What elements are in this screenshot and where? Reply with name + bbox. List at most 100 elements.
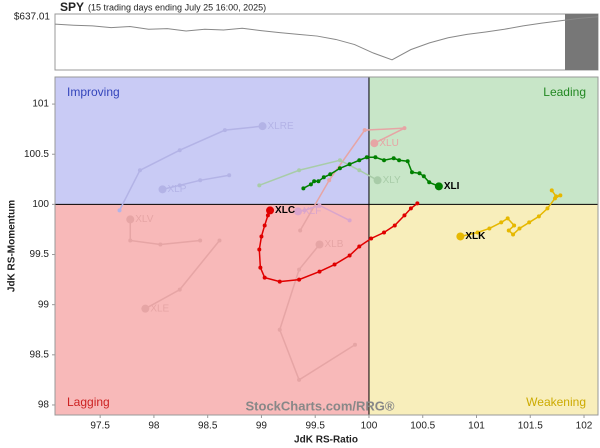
tail-point [259, 234, 264, 239]
tail-point [347, 253, 352, 258]
tail-point [417, 171, 422, 176]
tail-point [347, 162, 352, 167]
series-label: XLI [444, 181, 460, 192]
tail-point [302, 208, 307, 213]
head-point [266, 206, 275, 215]
tail-point [499, 220, 504, 225]
tail-point [117, 208, 122, 213]
tail-point [402, 126, 407, 131]
tail-point [321, 175, 326, 180]
tail-point [505, 216, 510, 221]
tail-point [177, 183, 182, 188]
tail-point [317, 203, 322, 208]
tail-point [308, 182, 313, 187]
y-tick-label: 99.5 [30, 249, 50, 260]
tail-line [162, 174, 230, 191]
series-label: XLU [379, 138, 398, 149]
y-tick-label: 101 [32, 99, 49, 110]
head-point [373, 176, 382, 185]
series-label: XLV [135, 214, 153, 225]
tail-point [362, 128, 367, 133]
x-tick-label: 101.5 [518, 421, 543, 432]
strip-highlight [565, 14, 598, 70]
tail-point [227, 173, 232, 178]
tail-point [405, 159, 410, 164]
tail-point [128, 238, 133, 243]
series-label: XLRE [268, 121, 294, 132]
tail-point [337, 166, 342, 171]
tail-point [402, 213, 407, 218]
tail-point [364, 155, 369, 160]
tail-point [357, 244, 362, 249]
tail-point [382, 158, 387, 163]
quadrant-label: Leading [543, 85, 586, 99]
tail-point [347, 218, 352, 223]
tail-point [337, 158, 342, 163]
x-tick-label: 99.5 [305, 421, 325, 432]
tail-point [297, 377, 302, 382]
y-tick-label: 99 [38, 299, 50, 310]
tail-point [258, 265, 263, 270]
quadrant-label: Weakening [526, 395, 586, 409]
x-tick-label: 101 [468, 421, 485, 432]
tail-point [527, 220, 532, 225]
plot-frame [54, 76, 599, 416]
tail-point [317, 269, 322, 274]
tail-point [512, 223, 517, 228]
strip-frame [54, 13, 599, 71]
y-tick-label: 98 [38, 400, 50, 411]
head-point [126, 215, 135, 224]
tail-point [421, 174, 426, 179]
watermark: StockCharts.com/RRG® [246, 398, 395, 413]
head-point [158, 185, 167, 194]
tail-point [511, 232, 516, 237]
tail-point [427, 180, 432, 185]
tail-point [558, 193, 563, 198]
tail-point [222, 128, 227, 133]
head-point [258, 122, 267, 131]
tail-point [409, 170, 414, 175]
y-tick-label: 100.5 [24, 149, 49, 160]
series-label: XLE [150, 303, 169, 314]
tail-point [312, 179, 317, 184]
tail-point [408, 206, 413, 211]
quadrant [55, 77, 369, 205]
x-tick-label: 100 [361, 421, 378, 432]
tail-point [487, 226, 492, 231]
tail-point [257, 247, 262, 252]
tail-point [177, 287, 182, 292]
tail-point [297, 277, 302, 282]
tail-point [475, 230, 480, 235]
tail-point [177, 148, 182, 153]
x-axis-title: JdK RS-Ratio [294, 435, 358, 446]
tail-point [549, 188, 554, 193]
series-label: XLF [303, 206, 321, 217]
quadrant [55, 204, 369, 415]
tail-point [332, 262, 337, 267]
head-point [141, 304, 150, 313]
head-point [456, 232, 465, 241]
tail-point [357, 168, 362, 173]
tail-point [297, 168, 302, 173]
tail-point [352, 342, 357, 347]
y-tick-label: 100 [32, 199, 49, 210]
x-tick-label: 98 [148, 421, 160, 432]
price-line [54, 16, 599, 61]
x-tick-label: 97.5 [90, 421, 110, 432]
tail-point [316, 179, 321, 184]
head-point [370, 139, 379, 148]
series-label: XLB [325, 239, 344, 250]
chart-title: SPY [60, 0, 84, 14]
quadrant-label: Lagging [67, 395, 110, 409]
tail-point [217, 238, 222, 243]
tail-point [552, 196, 557, 201]
quadrant [368, 204, 598, 415]
head-point [315, 240, 324, 249]
tail-point [262, 275, 267, 280]
series-label: XLK [465, 231, 486, 242]
quadrant-label: Improving [67, 85, 120, 99]
tail-point [506, 228, 511, 233]
y-axis-title: JdK RS-Momentum [7, 200, 18, 292]
tail-line [129, 219, 201, 246]
tail-point [301, 186, 306, 191]
